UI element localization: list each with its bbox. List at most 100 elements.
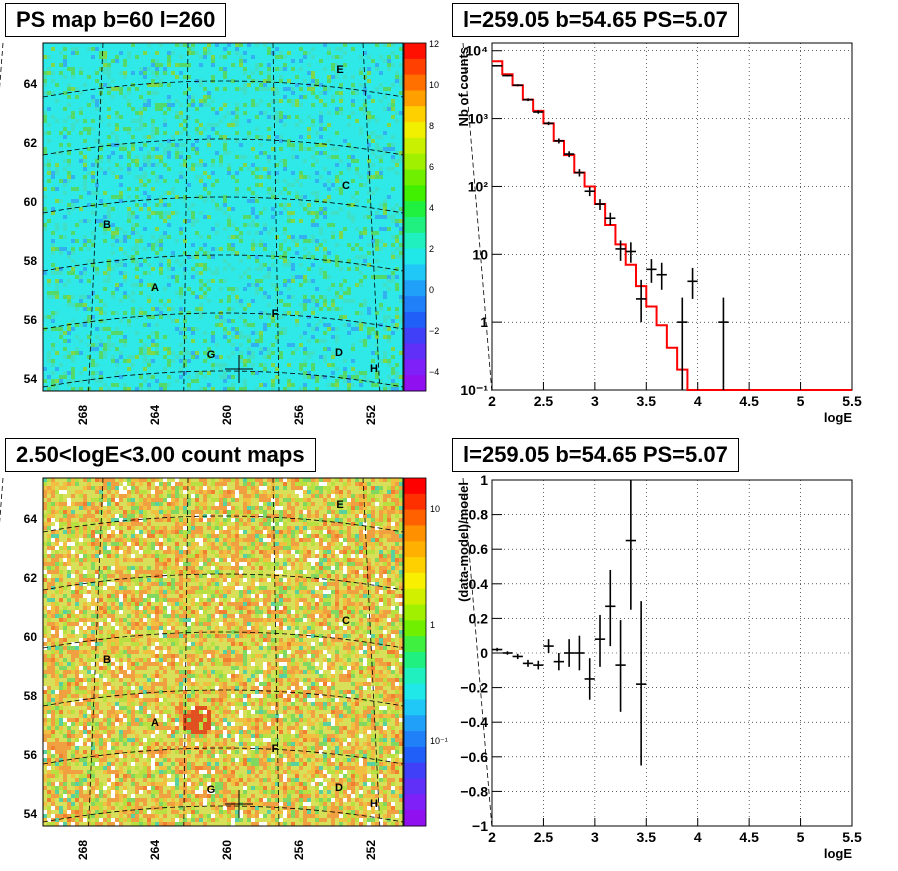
count-map-title: 2.50<logE<3.00 count maps bbox=[5, 438, 316, 472]
x-tick-label: 260 bbox=[220, 405, 234, 425]
y-tick-label: −0.4 bbox=[460, 714, 488, 730]
longitude-line bbox=[272, 477, 280, 827]
y-tick-label: 10⁻¹ bbox=[460, 382, 488, 398]
longitude-line bbox=[183, 42, 189, 392]
colorbar-tick: 2 bbox=[429, 244, 434, 254]
x-tick-label: 2.5 bbox=[534, 829, 554, 845]
y-tick-label: 0.6 bbox=[469, 541, 489, 557]
latitude-line bbox=[42, 515, 404, 533]
plot-frame bbox=[491, 42, 853, 391]
colorbar-tick: 12 bbox=[429, 39, 439, 49]
colorbar-tick: −4 bbox=[429, 367, 439, 377]
x-tick-label: 252 bbox=[364, 840, 378, 860]
longitude-line bbox=[88, 42, 104, 392]
spectrum-chart: 2 2.5 3 3.5 4 4.5 5 5.5 10⁻¹ 1 10 10² 10³ 10⁴ logE Nb o… bbox=[456, 42, 862, 425]
y-tick-label: 58 bbox=[24, 254, 38, 268]
latitude-line bbox=[42, 573, 404, 591]
count-map-frame bbox=[42, 477, 404, 827]
y-tick-label: 0.8 bbox=[469, 507, 489, 523]
count-map-colorbar bbox=[403, 477, 427, 827]
y-axis-label: (data-model)/model bbox=[456, 482, 471, 602]
x-tick-label: 3.5 bbox=[637, 393, 657, 409]
source-label-d: D bbox=[335, 782, 343, 794]
residual-chart: 2 2.5 3 3.5 4 4.5 5 5.5 −1 −0.8 −0.6 −0.4 −0.2 0 0.2 0.… bbox=[456, 472, 862, 861]
colorbar-border bbox=[403, 477, 427, 827]
x-tick-label: 264 bbox=[148, 840, 162, 860]
x-tick-label: 3 bbox=[591, 393, 599, 409]
x-axis-label: logE bbox=[824, 846, 852, 861]
y-tick-label: −0.6 bbox=[460, 749, 488, 765]
latitude-line bbox=[42, 80, 404, 98]
count-map-heatmap bbox=[43, 478, 403, 826]
y-tick-label: 62 bbox=[24, 136, 38, 150]
map-border bbox=[42, 42, 404, 392]
x-tick-label: 268 bbox=[76, 840, 90, 860]
spectrum-title: l=259.05 b=54.65 PS=5.07 bbox=[452, 3, 739, 37]
source-label-c: C bbox=[342, 615, 350, 627]
colorbar-tick: 10⁻¹ bbox=[430, 736, 448, 746]
latitude-line bbox=[42, 370, 404, 388]
y-tick-label: 1 bbox=[480, 314, 488, 330]
y-tick-label: 60 bbox=[24, 630, 38, 644]
y-tick-label: 1 bbox=[480, 472, 488, 488]
y-tick-label: 10 bbox=[472, 246, 488, 262]
x-tick-label: 4 bbox=[694, 829, 702, 845]
source-label-b: B bbox=[103, 654, 111, 666]
x-tick-label: 256 bbox=[292, 405, 306, 425]
source-label-b: B bbox=[103, 219, 111, 231]
colorbar-tick: 6 bbox=[429, 162, 434, 172]
y-tick-label: 10³ bbox=[468, 111, 489, 127]
x-tick-label: 252 bbox=[364, 405, 378, 425]
x-tick-label: 260 bbox=[220, 840, 234, 860]
y-tick-label: 0.4 bbox=[469, 576, 489, 592]
x-axis-label: logE bbox=[824, 410, 852, 425]
source-label-g: G bbox=[207, 349, 216, 361]
x-tick-label: 5.5 bbox=[842, 829, 862, 845]
colorbar-tick: 8 bbox=[429, 121, 434, 131]
latitude-line bbox=[42, 196, 404, 214]
longitude-line bbox=[362, 42, 381, 392]
ps-map-frame bbox=[42, 42, 404, 392]
latitude-line bbox=[42, 747, 404, 765]
ps-map-coordinate-grid bbox=[0, 42, 493, 392]
y-tick-label: −1 bbox=[472, 818, 488, 834]
latitude-line bbox=[42, 254, 404, 272]
source-label-e: E bbox=[336, 499, 343, 511]
colorbar-tick: 10 bbox=[429, 80, 439, 90]
y-tick-label: 64 bbox=[24, 512, 38, 526]
longitude-line bbox=[362, 477, 381, 827]
residual-title: l=259.05 b=54.65 PS=5.07 bbox=[452, 438, 739, 472]
y-tick-label: 62 bbox=[24, 571, 38, 585]
ps-map-colorbar bbox=[403, 42, 427, 392]
longitude-line bbox=[88, 477, 104, 827]
x-tick-label: 256 bbox=[292, 840, 306, 860]
x-tick-label: 2 bbox=[488, 829, 496, 845]
x-tick-label: 4.5 bbox=[739, 393, 759, 409]
colorbar-tick: 10 bbox=[430, 504, 440, 514]
latitude-line bbox=[42, 631, 404, 649]
ps-map-labels: 268 264 260 256 252545658606264ABCDEFGH12108… bbox=[24, 39, 440, 425]
y-tick-label: 0.2 bbox=[469, 610, 489, 626]
y-tick-label: 0 bbox=[480, 645, 488, 661]
x-tick-label: 2 bbox=[488, 393, 496, 409]
y-tick-label: −0.8 bbox=[460, 783, 488, 799]
ps-map-title: PS map b=60 l=260 bbox=[5, 3, 227, 37]
y-tick-label: −0.2 bbox=[460, 680, 488, 696]
y-tick-label: 54 bbox=[24, 807, 38, 821]
colorbar-border bbox=[403, 42, 427, 392]
y-tick-label: 10² bbox=[468, 178, 489, 194]
x-tick-label: 5 bbox=[797, 829, 805, 845]
longitude-line bbox=[183, 477, 189, 827]
source-label-f: F bbox=[272, 743, 279, 755]
colorbar-tick: 4 bbox=[429, 203, 434, 213]
longitude-line bbox=[272, 42, 280, 392]
colorbar-tick: −2 bbox=[429, 326, 439, 336]
source-label-d: D bbox=[335, 347, 343, 359]
model-histogram bbox=[492, 60, 852, 391]
latitude-line bbox=[42, 805, 404, 823]
source-label-f: F bbox=[272, 308, 279, 320]
map-border bbox=[42, 477, 404, 827]
source-label-g: G bbox=[207, 784, 216, 796]
source-label-h: H bbox=[370, 798, 378, 810]
ps-map-heatmap bbox=[43, 43, 403, 391]
